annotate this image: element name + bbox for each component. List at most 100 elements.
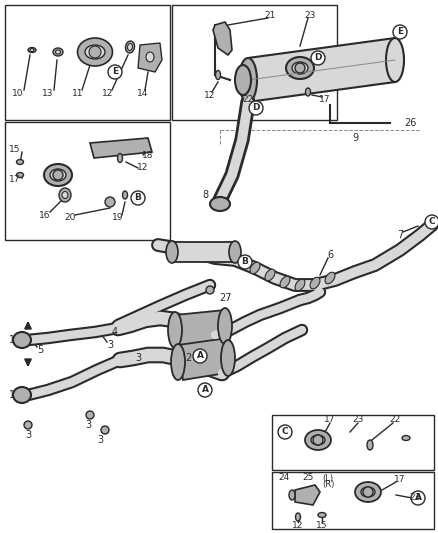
Ellipse shape [355,482,381,502]
Text: 20: 20 [64,214,76,222]
Text: 7: 7 [397,230,403,240]
Ellipse shape [295,279,305,291]
Ellipse shape [78,38,113,66]
Text: C: C [429,217,435,227]
Text: 3: 3 [85,420,91,430]
Ellipse shape [166,241,178,263]
Ellipse shape [85,45,105,59]
Circle shape [198,383,212,397]
Ellipse shape [59,188,71,202]
Circle shape [89,46,101,58]
Text: E: E [112,68,118,77]
Ellipse shape [146,52,154,62]
Circle shape [53,170,63,180]
Ellipse shape [235,65,251,95]
Text: C: C [282,427,288,437]
Text: D: D [252,103,260,112]
Bar [172,5,337,120]
Circle shape [311,51,325,65]
Text: 22: 22 [389,416,401,424]
Circle shape [249,101,263,115]
Ellipse shape [305,430,331,450]
Ellipse shape [117,154,123,163]
Ellipse shape [30,49,34,52]
Text: 24: 24 [279,473,290,482]
Text: 12: 12 [292,521,304,529]
Ellipse shape [168,312,182,348]
Text: A: A [414,494,421,503]
Ellipse shape [50,169,66,181]
Ellipse shape [127,44,133,51]
Ellipse shape [325,272,335,284]
Ellipse shape [386,38,404,82]
Text: 12: 12 [204,91,215,100]
Text: 2: 2 [185,353,191,363]
Text: E: E [397,28,403,36]
Ellipse shape [13,332,31,348]
Text: 3: 3 [135,353,141,363]
Ellipse shape [125,41,134,53]
Text: 5: 5 [37,345,43,355]
Ellipse shape [250,262,260,274]
Text: 12: 12 [102,88,114,98]
Ellipse shape [265,269,275,281]
Text: 3: 3 [107,340,113,350]
Text: B: B [242,257,248,266]
Text: 11: 11 [72,88,84,98]
Text: 6: 6 [327,250,333,260]
Polygon shape [178,338,232,380]
Circle shape [411,491,425,505]
Circle shape [295,63,305,73]
Text: 23: 23 [352,416,364,424]
Text: 23: 23 [410,494,420,503]
Ellipse shape [28,47,36,52]
Ellipse shape [215,70,220,79]
Circle shape [313,435,323,445]
Ellipse shape [402,435,410,440]
Circle shape [105,197,115,207]
Polygon shape [175,310,228,348]
Text: 25: 25 [302,473,314,482]
Text: 17: 17 [319,95,331,104]
Ellipse shape [280,276,290,288]
Text: 26: 26 [404,118,416,128]
Bar [5,122,170,240]
Text: 8: 8 [202,190,208,200]
Ellipse shape [292,62,308,74]
Text: 9: 9 [352,133,358,143]
Ellipse shape [367,440,373,450]
Ellipse shape [305,88,311,96]
Ellipse shape [221,340,235,376]
Text: 18: 18 [142,150,154,159]
Ellipse shape [310,277,320,289]
Ellipse shape [171,344,185,380]
Ellipse shape [17,173,24,177]
Text: 4: 4 [112,327,118,337]
Polygon shape [172,242,235,262]
Bar [272,472,434,529]
Bar [5,5,170,120]
Polygon shape [138,43,162,72]
Text: B: B [134,193,141,203]
Text: 1: 1 [9,335,15,345]
Ellipse shape [296,513,300,521]
Text: 14: 14 [137,88,148,98]
Text: 22: 22 [242,95,254,104]
Text: 23: 23 [304,11,316,20]
Circle shape [425,215,438,229]
Circle shape [193,349,207,363]
Ellipse shape [239,58,257,102]
Text: 19: 19 [112,214,124,222]
Ellipse shape [56,50,60,54]
Text: 12: 12 [137,164,148,173]
Polygon shape [90,138,152,158]
Ellipse shape [289,490,295,500]
Polygon shape [295,485,320,505]
Text: (L): (L) [322,473,334,482]
Text: A: A [201,385,208,394]
Text: 27: 27 [219,293,231,303]
Ellipse shape [53,48,63,56]
Text: D: D [314,53,322,62]
Text: 17: 17 [324,416,336,424]
Ellipse shape [229,241,241,263]
